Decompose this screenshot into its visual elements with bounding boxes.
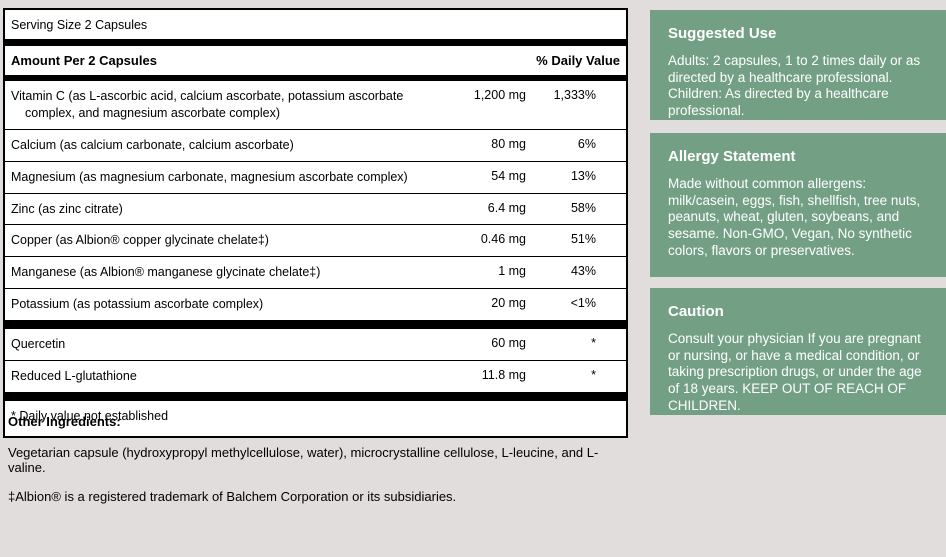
table-row-copper: Copper (as Albion® copper glycinate chel… — [5, 224, 626, 256]
suggested-use-panel: Suggested Use Adults: 2 capsules, 1 to 2… — [650, 10, 946, 120]
divider-bar-thick — [5, 75, 626, 81]
ingredient-name: Manganese (as Albion® manganese glycinat… — [11, 265, 321, 280]
ingredient-daily-value: 51% — [570, 232, 596, 247]
ingredient-daily-value: 58% — [570, 200, 596, 215]
serving-size-line: Serving Size 2 Capsules — [11, 18, 148, 32]
ingredient-amount: 54 mg — [491, 168, 526, 183]
ingredient-name: Zinc (as zinc citrate) — [11, 201, 123, 216]
table-row-manganese: Manganese (as Albion® manganese glycinat… — [5, 256, 626, 288]
table-row-vitamin-c: Vitamin C (as L-ascorbic acid, calcium a… — [5, 81, 626, 129]
divider-bar-thick — [5, 320, 626, 329]
ingredient-amount: 1,200 mg — [473, 88, 526, 102]
suggested-use-title: Suggested Use — [668, 25, 777, 42]
ingredient-name: Reduced L-glutathione — [11, 368, 137, 383]
divider-bar-thick — [5, 391, 626, 401]
suggested-use-body: Adults: 2 capsules, 1 to 2 times daily o… — [668, 53, 921, 119]
ingredient-amount: 1 mg — [498, 264, 526, 279]
supplement-facts-table: Serving Size 2 Capsules Amount Per 2 Cap… — [3, 8, 628, 438]
caution-title: Caution — [668, 303, 724, 320]
albion-trademark-note: ‡Albion® is a registered trademark of Ba… — [8, 489, 457, 504]
ingredient-name: Copper (as Albion® copper glycinate chel… — [11, 233, 269, 248]
table-row-calcium: Calcium (as calcium carbonate, calcium a… — [5, 128, 626, 161]
ingredient-daily-value: 1,333% — [553, 88, 596, 102]
ingredient-daily-value: 6% — [577, 136, 596, 151]
ingredient-name: Magnesium (as magnesium carbonate, magne… — [11, 169, 408, 184]
ingredient-amount: 0.46 mg — [480, 232, 526, 247]
caution-body: Consult your physician If you are pregna… — [668, 331, 922, 413]
daily-value-footnote: * Daily value not established — [11, 408, 169, 423]
table-row-potassium: Potassium (as potassium ascorbate comple… — [5, 288, 626, 320]
table-row-glutathione: Reduced L-glutathione 11.8 mg * — [5, 359, 626, 392]
ingredient-amount: 80 mg — [491, 136, 526, 151]
caution-panel: Caution Consult your physician If you ar… — [650, 288, 946, 415]
ingredient-daily-value: 13% — [570, 168, 596, 183]
ingredient-name: Calcium (as calcium carbonate, calcium a… — [11, 137, 294, 152]
ingredient-amount: 6.4 mg — [487, 200, 526, 215]
other-ingredients-section: Other Ingredients: Vegetarian capsule (h… — [8, 414, 628, 518]
ingredient-daily-value: * — [591, 367, 596, 382]
other-ingredients-text: Vegetarian capsule (hydroxypropyl methyl… — [8, 445, 599, 475]
allergy-statement-title: Allergy Statement — [668, 148, 796, 165]
daily-value-header: % Daily Value — [536, 53, 620, 68]
ingredient-name: Vitamin C (as L-ascorbic acid, calcium a… — [11, 89, 404, 120]
allergy-statement-panel: Allergy Statement Made without common al… — [650, 133, 946, 277]
ingredient-name: Quercetin — [11, 337, 66, 351]
table-header-row: Amount Per 2 Capsules % Daily Value — [5, 46, 626, 75]
amount-per-header: Amount Per 2 Capsules — [11, 53, 157, 68]
ingredient-daily-value: * — [591, 336, 596, 350]
table-row-zinc: Zinc (as zinc citrate) 6.4 mg 58% — [5, 192, 626, 225]
other-ingredients-heading: Other Ingredients: — [8, 414, 121, 429]
ingredient-daily-value: <1% — [570, 296, 596, 311]
ingredient-name: Potassium (as potassium ascorbate comple… — [11, 297, 264, 312]
ingredient-amount: 11.8 mg — [481, 367, 526, 382]
divider-bar-thick — [5, 39, 626, 46]
ingredient-amount: 60 mg — [491, 336, 526, 350]
allergy-statement-body: Made without common allergens: milk/case… — [668, 176, 921, 258]
table-row-magnesium: Magnesium (as magnesium carbonate, magne… — [5, 160, 626, 193]
ingredient-daily-value: 43% — [570, 264, 596, 279]
table-row-quercetin: Quercetin 60 mg * — [5, 329, 626, 360]
ingredient-amount: 20 mg — [491, 296, 526, 311]
